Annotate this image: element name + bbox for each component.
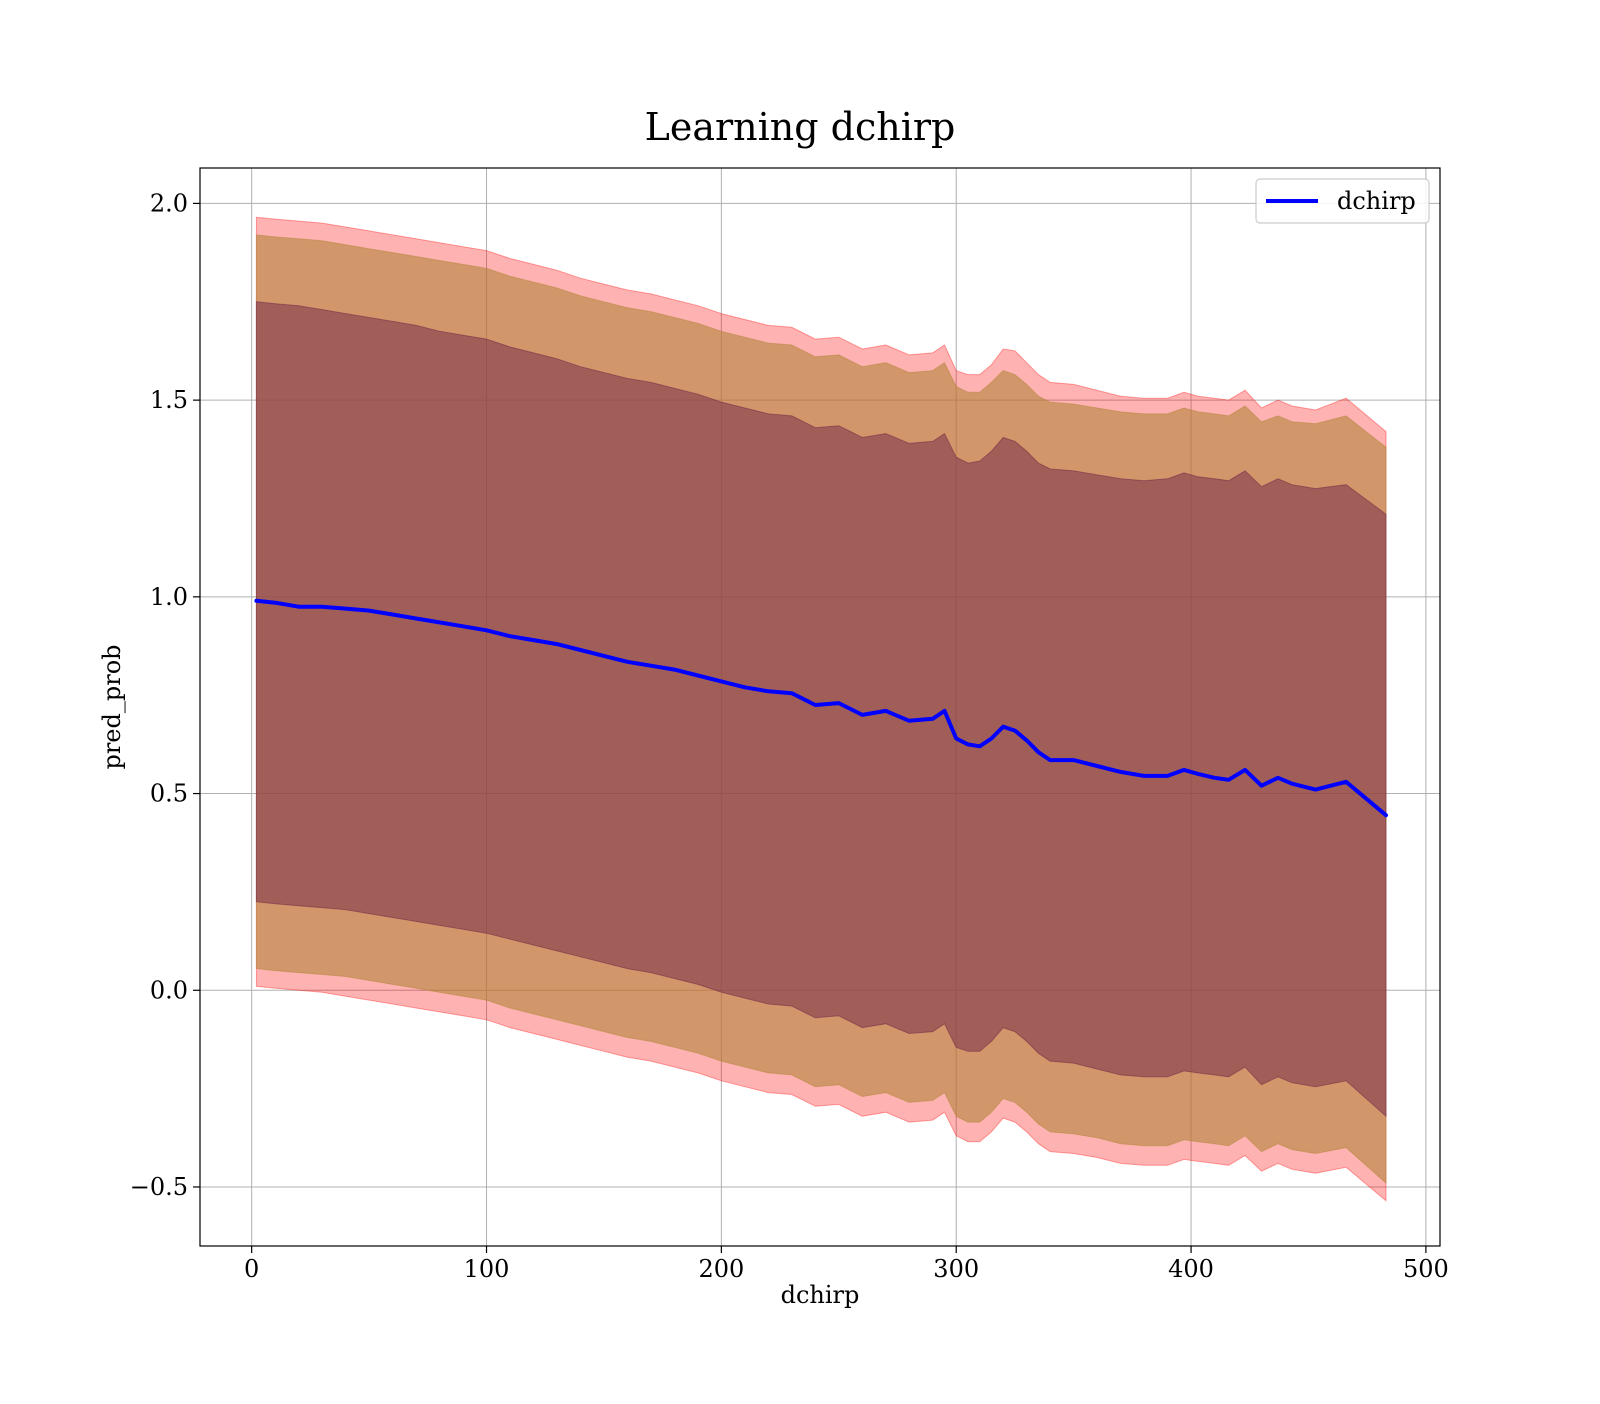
y-tick-label: 1.0: [150, 583, 188, 611]
x-tick-label: 0: [244, 1255, 259, 1283]
series-lines: [254, 598, 1388, 818]
x-axis-label: dchirp: [781, 1281, 860, 1309]
legend: dchirp: [1255, 178, 1430, 224]
y-tick-label: 0.5: [150, 780, 188, 808]
x-tick-label: 400: [1168, 1255, 1214, 1283]
series-line-dchirp: [254, 598, 1388, 818]
legend-box: [1255, 178, 1430, 224]
x-tick-label: 200: [698, 1255, 744, 1283]
plot-frame: [199, 167, 1441, 1247]
x-tick-label: 500: [1403, 1255, 1449, 1283]
y-tick-label: −0.5: [130, 1173, 188, 1201]
legend-label: dchirp: [1337, 187, 1416, 215]
x-tick-label: 100: [464, 1255, 510, 1283]
y-tick-label: 2.0: [150, 189, 188, 217]
inner-band: [255, 301, 1387, 1118]
chart-title: Learning dchirp: [645, 105, 956, 149]
y-tick-label: 1.5: [150, 386, 188, 414]
y-axis-label: pred_prob: [98, 644, 126, 769]
y-axis-ticks: −0.5 0.0 0.5 1.0 1.5 2.0: [130, 189, 200, 1201]
x-tick-label: 300: [933, 1255, 979, 1283]
y-tick-label: 0.0: [150, 976, 188, 1004]
confidence-bands: [255, 216, 1387, 1202]
x-axis-ticks: 0 100 200 300 400 500: [244, 1246, 1449, 1283]
